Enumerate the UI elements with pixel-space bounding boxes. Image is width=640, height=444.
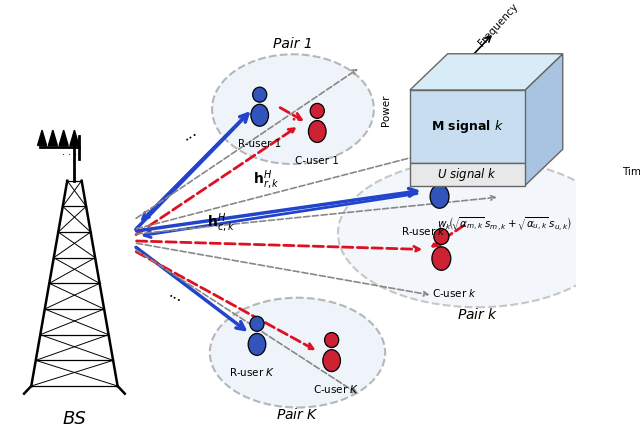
Circle shape bbox=[310, 103, 324, 119]
Text: Frequency: Frequency bbox=[477, 2, 520, 48]
Text: BS: BS bbox=[63, 410, 86, 428]
Text: R-user $k$: R-user $k$ bbox=[401, 225, 446, 237]
Ellipse shape bbox=[210, 298, 385, 408]
Circle shape bbox=[324, 333, 339, 348]
Text: U signal $k$: U signal $k$ bbox=[437, 166, 497, 182]
Polygon shape bbox=[59, 130, 68, 146]
Circle shape bbox=[432, 166, 447, 182]
Ellipse shape bbox=[432, 247, 451, 270]
Text: $\mathbf{h}_{c,k}^{H}$: $\mathbf{h}_{c,k}^{H}$ bbox=[207, 212, 235, 235]
Ellipse shape bbox=[338, 159, 617, 307]
Text: R-user $K$: R-user $K$ bbox=[229, 366, 276, 378]
Ellipse shape bbox=[212, 54, 374, 164]
Ellipse shape bbox=[251, 104, 269, 126]
Bar bbox=[410, 163, 525, 186]
Text: C-user $K$: C-user $K$ bbox=[313, 383, 359, 395]
Polygon shape bbox=[410, 54, 563, 90]
Ellipse shape bbox=[248, 333, 266, 355]
Circle shape bbox=[253, 87, 267, 102]
Text: C-user $k$: C-user $k$ bbox=[432, 287, 477, 299]
Text: C-user 1: C-user 1 bbox=[295, 155, 339, 166]
Text: Time: Time bbox=[622, 167, 640, 177]
Text: M signal $k$: M signal $k$ bbox=[431, 118, 504, 135]
Polygon shape bbox=[525, 54, 563, 186]
Ellipse shape bbox=[308, 120, 326, 143]
Bar bbox=[410, 90, 525, 163]
Polygon shape bbox=[70, 130, 79, 146]
Text: R-user 1: R-user 1 bbox=[238, 139, 282, 149]
Text: ...: ... bbox=[166, 285, 186, 305]
Circle shape bbox=[434, 229, 449, 245]
Circle shape bbox=[250, 316, 264, 331]
Text: $\mathbf{h}_{r,k}^{H}$: $\mathbf{h}_{r,k}^{H}$ bbox=[253, 169, 280, 192]
Polygon shape bbox=[49, 130, 58, 146]
Text: ...: ... bbox=[179, 123, 200, 143]
Text: Pair 1: Pair 1 bbox=[273, 37, 313, 51]
Polygon shape bbox=[38, 130, 47, 146]
Ellipse shape bbox=[323, 350, 340, 372]
Text: Pair $k$: Pair $k$ bbox=[457, 307, 498, 322]
Text: · · ·: · · · bbox=[62, 150, 77, 160]
Text: $w_k\!\left(\!\sqrt{\alpha_{m,k}}\,s_{m,k}+\sqrt{\alpha_{u,k}}\,s_{u,k}\right)$: $w_k\!\left(\!\sqrt{\alpha_{m,k}}\,s_{m,… bbox=[436, 215, 572, 233]
Text: Pair $K$: Pair $K$ bbox=[276, 407, 319, 422]
Text: Power: Power bbox=[381, 94, 392, 126]
Ellipse shape bbox=[430, 185, 449, 208]
